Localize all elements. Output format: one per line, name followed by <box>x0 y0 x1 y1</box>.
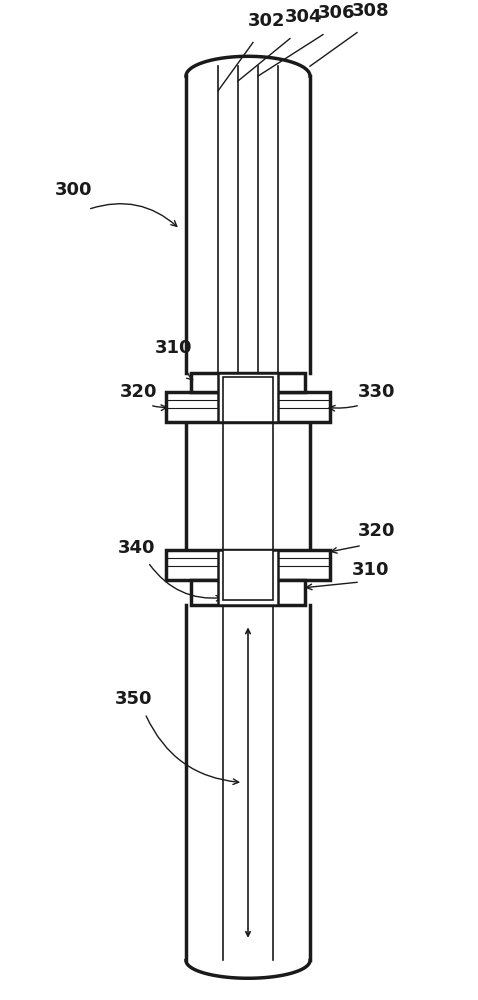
Text: 330: 330 <box>358 383 395 401</box>
Text: 320: 320 <box>120 383 157 401</box>
Text: 320: 320 <box>358 522 395 540</box>
Bar <box>166 550 330 580</box>
Text: 304: 304 <box>285 8 323 26</box>
Bar <box>223 550 273 600</box>
Text: 350: 350 <box>115 690 152 708</box>
Bar <box>218 550 278 605</box>
Bar <box>166 392 330 422</box>
Text: 310: 310 <box>155 339 193 357</box>
Text: 310: 310 <box>352 561 390 579</box>
Text: 308: 308 <box>352 2 390 20</box>
Text: 300: 300 <box>55 181 93 199</box>
Bar <box>218 373 278 422</box>
Bar <box>191 373 305 392</box>
Text: 306: 306 <box>318 4 356 22</box>
Bar <box>191 580 305 605</box>
Text: 340: 340 <box>118 539 155 557</box>
Text: 302: 302 <box>248 12 285 30</box>
Bar <box>223 377 273 422</box>
